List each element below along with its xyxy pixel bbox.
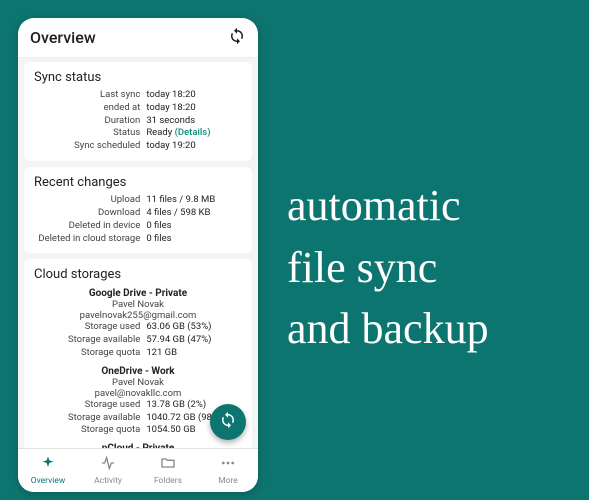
kv-label: Duration — [34, 115, 146, 128]
sync-icon — [219, 411, 237, 433]
kv-value: 4 files / 598 KB — [146, 207, 242, 220]
sync-fab[interactable] — [210, 404, 246, 440]
nav-label: Activity — [94, 476, 122, 486]
card-title: Sync status — [34, 70, 242, 85]
nav-more[interactable]: More — [198, 449, 258, 492]
kv-row: Storage used63.06 GB (53%) — [34, 321, 242, 334]
sync-icon[interactable] — [228, 27, 246, 49]
app-bar: Overview — [18, 18, 258, 58]
kv-row: Deleted in device0 files — [34, 220, 242, 233]
kv-label: Deleted in device — [34, 220, 146, 233]
kv-label: Status — [34, 127, 146, 140]
kv-label: Storage quota — [34, 347, 146, 360]
kv-row: Last synctoday 18:20 — [34, 89, 242, 102]
kv-label: Storage used — [34, 399, 146, 412]
card-title: Recent changes — [34, 175, 242, 190]
kv-label: Storage quota — [34, 424, 146, 437]
bottom-nav: Overview Activity Folders More — [18, 448, 258, 492]
kv-value: 57.94 GB (47%) — [146, 334, 242, 347]
sparkle-icon — [40, 455, 56, 474]
phone-frame: Overview Sync status Last synctoday 18:2… — [18, 18, 258, 492]
kv-row: ended attoday 18:20 — [34, 102, 242, 115]
kv-label: Storage used — [34, 321, 146, 334]
more-icon — [220, 455, 236, 474]
scroll-area[interactable]: Sync status Last synctoday 18:20 ended a… — [18, 58, 258, 448]
kv-value: today 18:20 — [146, 102, 242, 115]
kv-label: Download — [34, 207, 146, 220]
storage-name: Google Drive - Private — [34, 288, 242, 299]
kv-row: Upload11 files / 9.8 MB — [34, 194, 242, 207]
storage-email: pavel@novakllc.com — [34, 388, 242, 399]
kv-value: 31 seconds — [146, 115, 242, 128]
kv-value: 11 files / 9.8 MB — [146, 194, 242, 207]
kv-label: Last sync — [34, 89, 146, 102]
kv-label: Storage available — [34, 334, 146, 347]
kv-row: StatusReady (Details) — [34, 127, 242, 140]
kv-row: Download4 files / 598 KB — [34, 207, 242, 220]
nav-overview[interactable]: Overview — [18, 449, 78, 492]
marketing-line: file sync — [287, 237, 489, 299]
page-title: Overview — [30, 28, 96, 47]
kv-label: Storage available — [34, 412, 146, 425]
marketing-line: and backup — [287, 298, 489, 360]
storage-user: Pavel Novak — [34, 377, 242, 388]
kv-row: Storage used13.78 GB (2%) — [34, 399, 242, 412]
kv-label: Upload — [34, 194, 146, 207]
kv-value: 0 files — [146, 220, 242, 233]
nav-folders[interactable]: Folders — [138, 449, 198, 492]
details-link[interactable]: (Details) — [175, 127, 211, 138]
activity-icon — [100, 455, 116, 474]
kv-value: today 19:20 — [146, 140, 242, 153]
marketing-copy: automatic file sync and backup — [287, 175, 489, 360]
sync-status-card: Sync status Last synctoday 18:20 ended a… — [24, 62, 252, 161]
storage-email: pavelnovak255@gmail.com — [34, 310, 242, 321]
folder-icon — [160, 455, 176, 474]
kv-row: Deleted in cloud storage0 files — [34, 233, 242, 246]
kv-label: ended at — [34, 102, 146, 115]
kv-value: 0 files — [146, 233, 242, 246]
kv-value: Ready (Details) — [146, 127, 242, 140]
kv-row: Sync scheduledtoday 19:20 — [34, 140, 242, 153]
kv-value: 63.06 GB (53%) — [146, 321, 242, 334]
kv-row: Storage quota121 GB — [34, 347, 242, 360]
storage-user: Pavel Novak — [34, 299, 242, 310]
storage-name: OneDrive - Work — [34, 366, 242, 377]
nav-label: More — [218, 476, 238, 486]
kv-row: Storage available57.94 GB (47%) — [34, 334, 242, 347]
recent-changes-card: Recent changes Upload11 files / 9.8 MB D… — [24, 167, 252, 253]
nav-label: Overview — [31, 476, 65, 486]
nav-label: Folders — [154, 476, 182, 486]
kv-value: 121 GB — [146, 347, 242, 360]
storage-account: Google Drive - Private Pavel Novak pavel… — [34, 288, 242, 359]
status-ready: Ready — [146, 127, 172, 138]
kv-label: Deleted in cloud storage — [34, 233, 146, 246]
card-title: Cloud storages — [34, 267, 242, 282]
kv-value: today 18:20 — [146, 89, 242, 102]
nav-activity[interactable]: Activity — [78, 449, 138, 492]
kv-label: Sync scheduled — [34, 140, 146, 153]
kv-row: Duration31 seconds — [34, 115, 242, 128]
marketing-line: automatic — [287, 175, 489, 237]
